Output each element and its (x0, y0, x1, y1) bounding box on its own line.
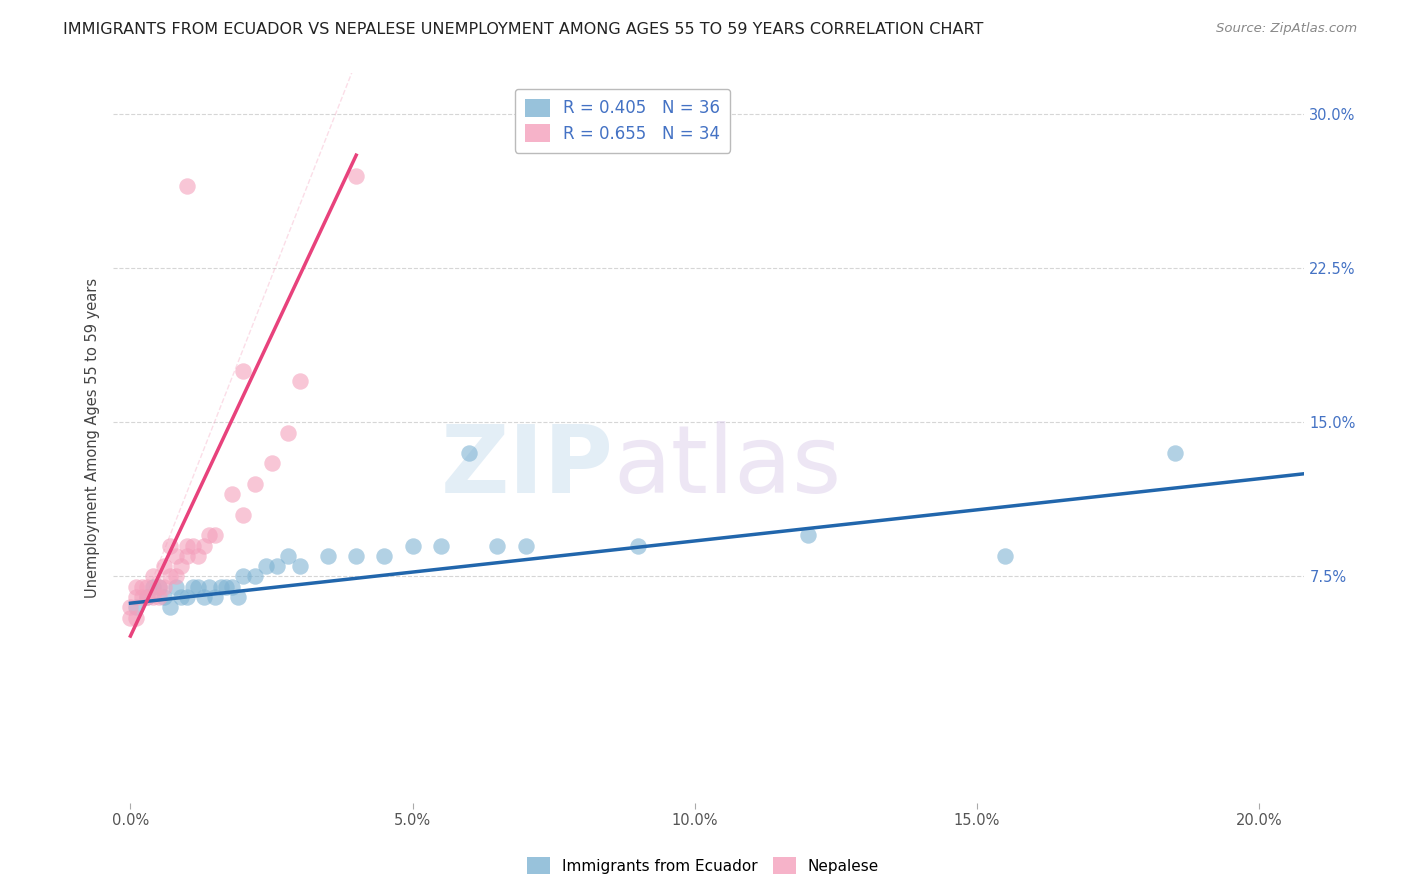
Point (148, 580, 170, 594)
Point (176, 539, 198, 553)
Point (136, 590, 159, 604)
Point (159, 600, 181, 615)
Point (176, 549, 198, 563)
Point (243, 477, 266, 491)
Point (316, 549, 339, 563)
Point (120, 610, 142, 624)
Text: IMMIGRANTS FROM ECUADOR VS NEPALESE UNEMPLOYMENT AMONG AGES 55 TO 59 YEARS CORRE: IMMIGRANTS FROM ECUADOR VS NEPALESE UNEM… (63, 22, 984, 37)
Point (193, 590, 215, 604)
Point (344, 169, 367, 183)
Point (458, 446, 481, 460)
Point (153, 590, 176, 604)
Point (131, 580, 153, 594)
Point (401, 539, 423, 553)
Point (277, 549, 299, 563)
Point (120, 600, 142, 615)
Point (131, 590, 153, 604)
Legend: Immigrants from Ecuador, Nepalese: Immigrants from Ecuador, Nepalese (520, 851, 886, 880)
Point (288, 559, 311, 574)
Point (243, 569, 266, 583)
Point (181, 580, 204, 594)
Point (627, 539, 650, 553)
Point (165, 549, 187, 563)
Point (170, 559, 193, 574)
Point (1163, 446, 1185, 460)
Point (232, 569, 254, 583)
Point (187, 549, 209, 563)
Point (148, 580, 170, 594)
Point (254, 559, 277, 574)
Point (430, 539, 453, 553)
Point (170, 590, 193, 604)
Point (198, 528, 221, 542)
Point (136, 580, 159, 594)
Point (153, 580, 176, 594)
Point (153, 559, 176, 574)
Point (221, 580, 243, 594)
Text: atlas: atlas (613, 421, 842, 513)
Point (226, 590, 249, 604)
Point (125, 590, 148, 604)
Point (288, 374, 311, 388)
Point (165, 569, 187, 583)
Point (215, 580, 238, 594)
Y-axis label: Unemployment Among Ages 55 to 59 years: Unemployment Among Ages 55 to 59 years (86, 277, 100, 598)
Point (486, 539, 509, 553)
Point (165, 580, 187, 594)
Point (232, 364, 254, 378)
Legend: R = 0.405   N = 36, R = 0.655   N = 34: R = 0.405 N = 36, R = 0.655 N = 34 (515, 88, 730, 153)
Point (142, 590, 165, 604)
Point (125, 580, 148, 594)
Point (204, 590, 226, 604)
Point (277, 425, 299, 440)
Point (209, 580, 232, 594)
Point (193, 539, 215, 553)
Point (187, 580, 209, 594)
Point (159, 539, 181, 553)
Point (142, 569, 165, 583)
Point (142, 580, 165, 594)
Point (266, 559, 288, 574)
Point (204, 528, 226, 542)
Point (176, 590, 198, 604)
Point (797, 528, 820, 542)
Point (198, 580, 221, 594)
Point (148, 590, 170, 604)
Point (136, 590, 159, 604)
Point (125, 610, 148, 624)
Point (159, 569, 181, 583)
Text: ZIP: ZIP (441, 421, 613, 513)
Point (221, 487, 243, 501)
Point (344, 549, 367, 563)
Point (515, 539, 537, 553)
Text: Source: ZipAtlas.com: Source: ZipAtlas.com (1216, 22, 1357, 36)
Point (373, 549, 395, 563)
Point (125, 600, 148, 615)
Point (994, 549, 1017, 563)
Point (232, 508, 254, 522)
Point (181, 539, 204, 553)
Point (260, 457, 283, 471)
Point (176, 179, 198, 194)
